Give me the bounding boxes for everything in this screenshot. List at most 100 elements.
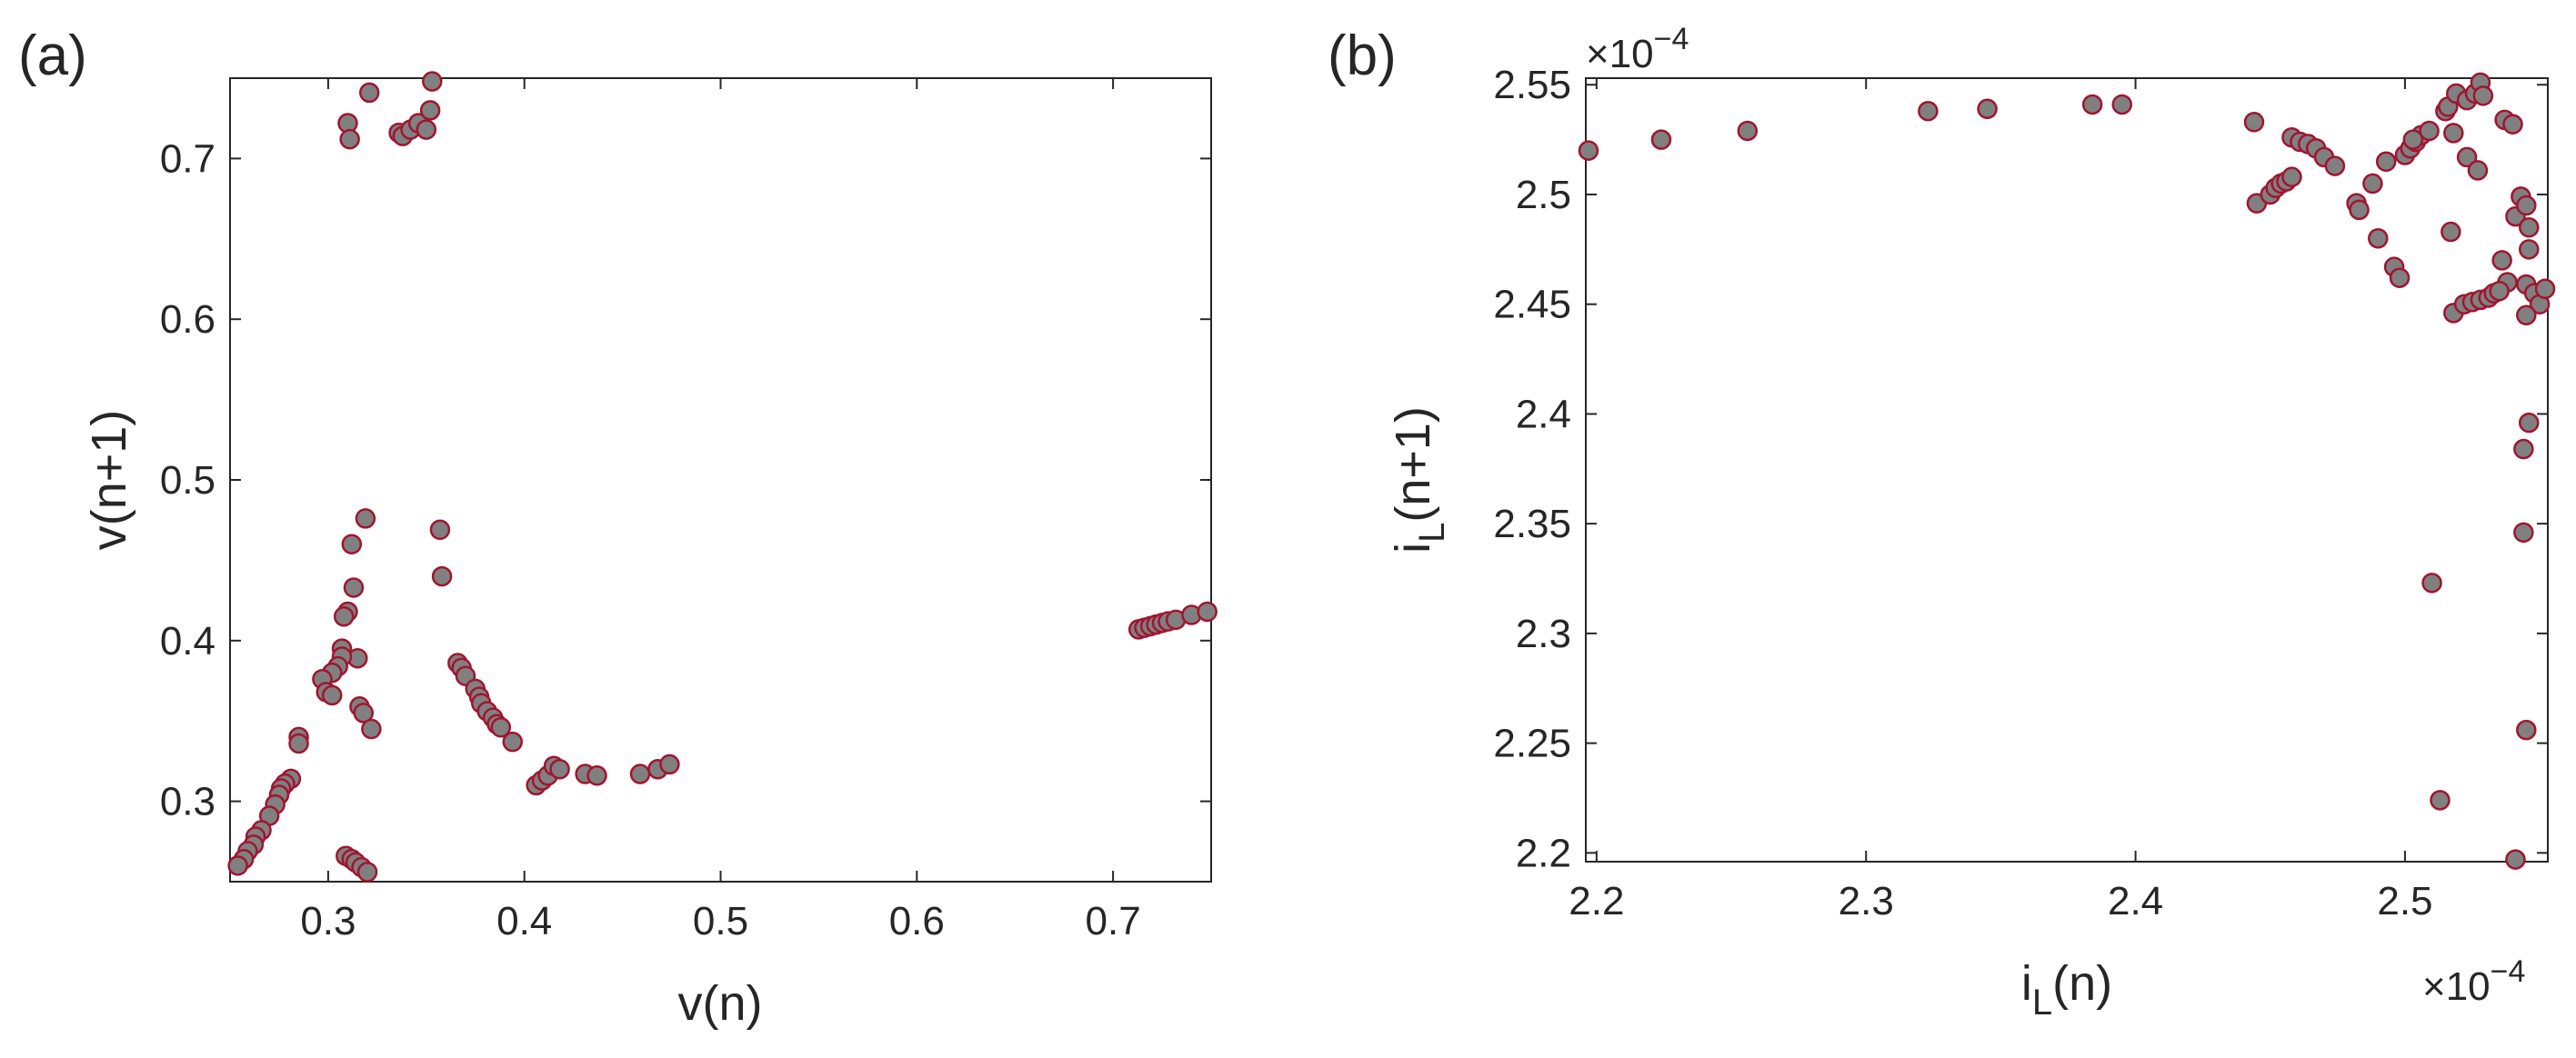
x-tick-label: 2.3: [1839, 879, 1894, 923]
scatter-point: [422, 71, 443, 92]
x-tick-label: 0.6: [889, 899, 945, 943]
panel-b-y-axis-label-sub: L: [1412, 523, 1452, 543]
panel-b-y-axis-label-main: i: [1386, 543, 1440, 554]
scatter-point: [2430, 790, 2451, 811]
panel-a-x-ticks: 0.3 0.4 0.5 0.6 0.7: [300, 78, 1141, 943]
scatter-point: [1977, 98, 1998, 120]
y-tick-label: 0.5: [160, 458, 216, 503]
scatter-point: [358, 82, 380, 104]
y-tick-label: 2.4: [1516, 392, 1571, 436]
panel-a-label: (a): [18, 25, 87, 87]
panel-b-x-axis-label-main: i: [2021, 956, 2032, 1011]
y-tick-label: 0.6: [160, 297, 216, 342]
panel-a-y-ticks: 0.3 0.4 0.5 0.6 0.7: [160, 136, 1211, 824]
panel-b-points: [1578, 72, 2556, 870]
scatter-point: [2362, 173, 2383, 195]
scatter-point: [2081, 94, 2103, 115]
scatter-point: [2502, 114, 2523, 135]
scatter-point: [2389, 267, 2411, 288]
scatter-point: [2243, 112, 2265, 133]
scatter-point: [2402, 129, 2424, 150]
scatter-point: [2491, 250, 2512, 271]
x-tick-label: 0.3: [300, 899, 356, 943]
scatter-point: [431, 565, 453, 587]
panel-b-plot-box: [1585, 77, 2549, 863]
scatter-point: [1918, 100, 1939, 122]
panel-a: (a) 0.3 0.4 0.5 0.6 0.7 0.3 0.4 0.5 0.6 0.7 v(n)…: [18, 25, 1218, 1031]
scatter-point: [416, 119, 437, 140]
scatter-point: [353, 703, 374, 724]
y-tick-label: 2.45: [1493, 283, 1571, 327]
panel-b-x-ticks: 2.2 2.3 2.4 2.5: [1569, 78, 2433, 923]
x-tick-label: 0.7: [1086, 899, 1141, 943]
x-tick-label: 2.5: [2377, 879, 2432, 923]
y-tick-label: 2.25: [1493, 722, 1571, 766]
panel-b-y-multiplier: ×10−4: [1586, 22, 1689, 76]
panel-a-y-axis-label: v(n+1): [82, 410, 136, 551]
y-tick-label: 0.7: [160, 136, 216, 181]
panel-a-points: [227, 71, 1218, 883]
scatter-point: [1578, 140, 1599, 161]
scatter-point: [419, 100, 441, 121]
scatter-point: [2519, 239, 2540, 260]
scatter-point: [2516, 304, 2537, 326]
panel-b-y-multiplier-base: ×10: [1586, 32, 1654, 76]
scatter-point: [343, 577, 365, 598]
panel-b-x-axis-label-sub: L: [2032, 983, 2052, 1023]
scatter-point: [356, 862, 378, 883]
x-tick-label: 2.4: [2108, 879, 2163, 923]
scatter-point: [429, 519, 451, 541]
panel-b-y-axis-label-rest: (n+1): [1386, 406, 1440, 523]
scatter-point: [2324, 155, 2346, 176]
scatter-point: [355, 508, 376, 529]
scatter-point: [2443, 123, 2464, 144]
y-tick-label: 0.4: [160, 619, 216, 664]
scatter-point: [2419, 120, 2440, 142]
scatter-point: [2375, 151, 2397, 173]
scatter-point: [586, 765, 607, 786]
panel-b: (b) 2.2 2.3 2.4 2.5 2.2 2.25 2.3 2.35 2.4 2.45 2.…: [1328, 22, 2556, 1023]
scatter-point: [2519, 216, 2540, 238]
scatter-point: [2472, 85, 2494, 106]
scatter-point: [2516, 719, 2537, 741]
y-tick-label: 2.2: [1516, 831, 1571, 875]
scatter-point: [2441, 221, 2461, 243]
scatter-point: [2519, 412, 2540, 434]
scatter-point: [2349, 199, 2370, 221]
scatter-point: [2111, 94, 2133, 115]
scatter-point: [333, 606, 355, 627]
y-tick-label: 2.5: [1516, 173, 1571, 217]
scatter-point: [2513, 438, 2534, 460]
panel-b-x-multiplier-exponent: −4: [2491, 954, 2526, 989]
panel-b-y-ticks: 2.2 2.25 2.3 2.35 2.4 2.45 2.5 2.55: [1493, 63, 2548, 875]
panel-a-x-axis-label: v(n): [678, 976, 763, 1031]
scatter-point: [361, 718, 382, 740]
x-tick-label: 0.4: [496, 899, 552, 943]
x-tick-label: 2.2: [1569, 879, 1624, 923]
scatter-point: [659, 754, 680, 775]
scatter-point: [227, 855, 248, 876]
y-tick-label: 2.35: [1493, 502, 1571, 546]
y-tick-label: 2.55: [1493, 63, 1571, 107]
scatter-point: [502, 731, 524, 753]
scatter-point: [2516, 195, 2537, 216]
panel-b-x-multiplier: ×10−4: [2422, 954, 2525, 1009]
panel-a-plot-box: [229, 77, 1212, 883]
scatter-point: [2368, 228, 2389, 249]
scatter-point: [2505, 849, 2526, 870]
scatter-point: [490, 717, 512, 738]
scatter-point: [2456, 146, 2478, 168]
scatter-point: [2513, 522, 2534, 544]
scatter-point: [2467, 160, 2489, 181]
panel-b-label: (b): [1328, 25, 1397, 87]
scatter-point: [2489, 280, 2510, 302]
scatter-point: [549, 758, 570, 780]
scatter-point: [288, 733, 309, 754]
scatter-point: [2534, 278, 2556, 300]
scatter-point: [2281, 166, 2302, 187]
scatter-point: [1650, 129, 1672, 150]
panel-b-x-multiplier-base: ×10: [2422, 964, 2491, 1009]
x-tick-label: 0.5: [693, 899, 748, 943]
scatter-point: [2421, 573, 2442, 594]
